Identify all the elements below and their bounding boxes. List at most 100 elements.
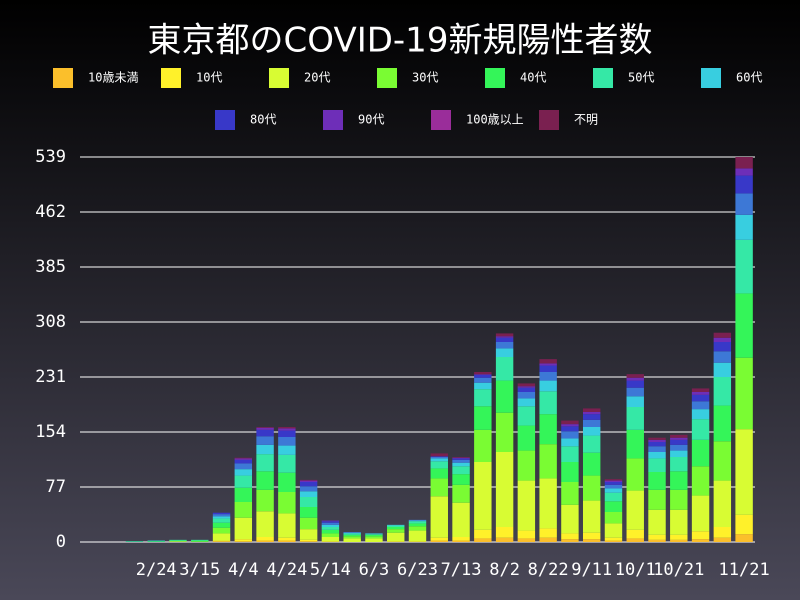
legend-swatch — [485, 68, 505, 88]
bar-segment — [452, 457, 470, 458]
bar-segment — [713, 362, 732, 377]
bar-segment — [278, 454, 296, 473]
bar-segment — [604, 488, 623, 493]
bar-segment — [517, 480, 536, 531]
bar-segment — [387, 541, 405, 542]
bar-segment — [169, 539, 187, 541]
x-tick-label: 4/4 — [228, 560, 259, 580]
bar-segment — [735, 534, 753, 542]
x-tick-label: 9/11 — [571, 560, 612, 580]
bar-segment — [604, 484, 623, 489]
bar-segment — [691, 539, 710, 542]
bar-segment — [561, 504, 579, 534]
bar-segment — [626, 396, 644, 407]
legend-label: 10歳未満 — [88, 71, 138, 85]
bar-segment — [495, 527, 514, 538]
x-tick-label: 7/13 — [441, 560, 482, 580]
bar-segment — [343, 533, 361, 535]
bar-segment — [321, 520, 340, 522]
bar-segment — [691, 388, 710, 392]
bar-segment — [713, 342, 732, 352]
bar-segment — [452, 457, 470, 459]
bar-segment — [670, 439, 688, 445]
bar-segment — [212, 540, 231, 542]
bar-segment — [495, 412, 514, 452]
bar-segment — [452, 458, 470, 460]
bar-segment — [234, 475, 253, 488]
bar-segment — [517, 406, 536, 426]
bar-segment — [321, 527, 340, 530]
bar-segment — [670, 434, 688, 438]
bar-segment — [474, 374, 492, 378]
y-tick-label: 308 — [35, 312, 66, 332]
bar-segment — [604, 480, 623, 482]
x-tick-label: 10/1 — [615, 560, 656, 580]
bar-segment — [452, 540, 470, 542]
bar-segment — [234, 469, 253, 476]
bar-segment — [430, 458, 448, 462]
bar-segment — [495, 333, 514, 337]
bar-segment — [256, 489, 274, 512]
bar-segment — [365, 538, 383, 542]
bar-segment — [234, 463, 253, 470]
bar-segment — [234, 539, 253, 542]
bar-segment — [582, 419, 601, 427]
bar-segment — [539, 363, 557, 366]
bar-segment — [299, 517, 318, 530]
bar-segment — [735, 239, 753, 294]
bar-segment — [452, 502, 470, 537]
bar-segment — [212, 514, 231, 517]
bar-segment — [495, 357, 514, 381]
bar-segment — [604, 523, 623, 538]
bar-segment — [299, 529, 318, 540]
bar-segment — [387, 525, 405, 527]
bar-segment — [430, 468, 448, 479]
bar-segment — [670, 444, 688, 451]
bar-segment — [212, 518, 231, 523]
legend-label: 20代 — [304, 71, 330, 85]
bar-segment — [430, 461, 448, 469]
bar-segment — [256, 436, 274, 445]
bar-segment — [517, 425, 536, 451]
bar-segment — [474, 374, 492, 375]
y-tick-label: 77 — [46, 477, 66, 497]
bar-segment — [582, 414, 601, 420]
bar-segment — [191, 540, 209, 542]
bar-segment — [561, 482, 579, 505]
bar-segment — [234, 487, 253, 502]
bar-segment — [539, 444, 557, 479]
bar-segment — [626, 458, 644, 491]
bar-segment — [212, 533, 231, 541]
bar-segment — [582, 412, 601, 415]
bar-segment — [539, 478, 557, 529]
bar-segment — [299, 482, 318, 487]
bar-segment — [648, 452, 666, 459]
bar-segment — [474, 377, 492, 383]
y-tick-label: 539 — [35, 147, 66, 167]
bar-segment — [278, 492, 296, 514]
bar-segment — [321, 533, 340, 537]
bar-segment — [278, 430, 296, 437]
bar-segment — [408, 530, 427, 542]
bar-segment — [561, 431, 579, 439]
bar-segment — [278, 445, 296, 455]
bar-segment — [430, 457, 448, 459]
bar-segment — [582, 539, 601, 542]
bar-segment — [365, 533, 383, 535]
bar-segment — [517, 398, 536, 407]
bar-segment — [539, 414, 557, 445]
bar-segment — [735, 168, 753, 176]
bar-segment — [256, 444, 274, 455]
bar-segment — [713, 527, 732, 538]
bar-segment — [670, 534, 688, 540]
bar-segment — [191, 541, 209, 542]
bar-segment — [474, 462, 492, 530]
legend-label: 10代 — [196, 71, 222, 85]
bar-segment — [582, 500, 601, 533]
bar-segment — [147, 541, 165, 542]
bar-segment — [147, 540, 165, 542]
bar-segment — [648, 446, 666, 452]
bar-segment — [626, 374, 644, 378]
chart-title: 東京都のCOVID-19新規陽性者数 — [148, 21, 653, 61]
